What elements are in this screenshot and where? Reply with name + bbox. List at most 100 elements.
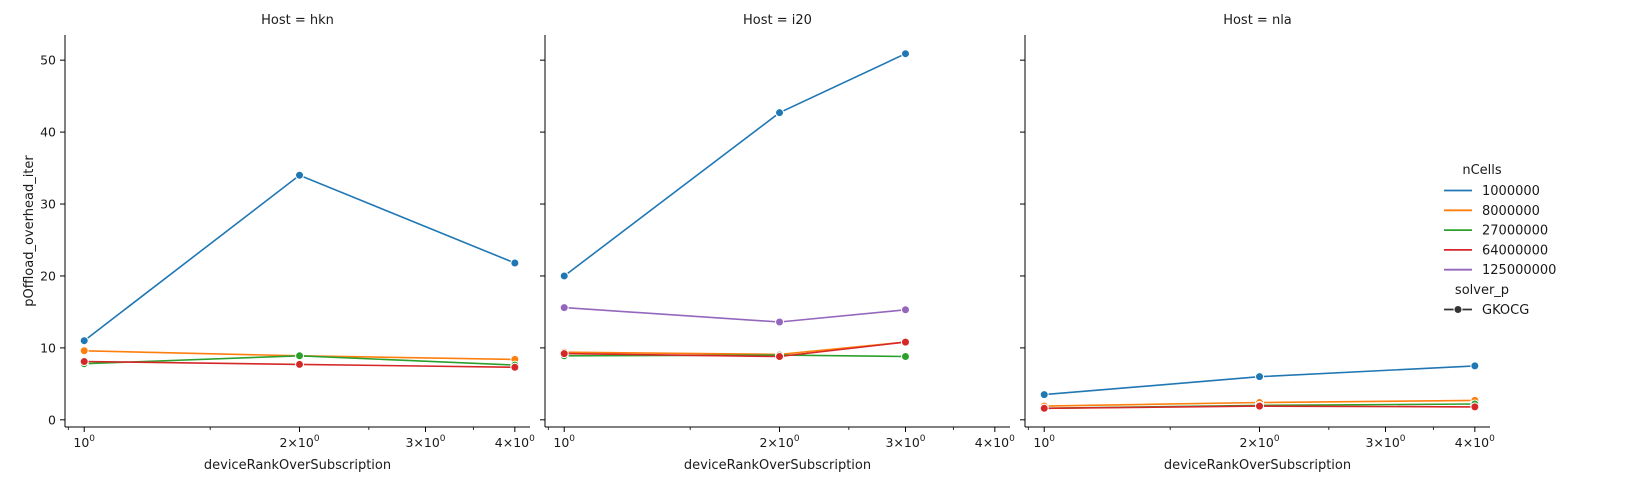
- data-point-64000000: [775, 352, 785, 362]
- x-tick-label: 4×100: [495, 434, 535, 450]
- legend-entry-125000000: 125000000: [1482, 263, 1556, 278]
- data-point-1000000: [900, 49, 910, 59]
- x-tick-label: 2×100: [759, 434, 799, 450]
- x-tick-base: 10: [513, 435, 529, 450]
- x-tick-label: 3×100: [405, 434, 445, 450]
- facet-title: Host = hkn: [261, 13, 334, 28]
- x-axis-label: deviceRankOverSubscription: [1164, 458, 1351, 473]
- data-point-1000000: [510, 258, 520, 268]
- y-tick-label: 0: [48, 412, 56, 427]
- x-tick-base: 10: [1033, 435, 1049, 450]
- facet-title: Host = nla: [1223, 13, 1292, 28]
- data-point-8000000: [79, 346, 89, 356]
- x-tick-label: 2×100: [279, 434, 319, 450]
- series-line-1000000: [563, 52, 906, 277]
- chart-legend: nCells 1000000 8000000 27000000 64000000 1250…: [1444, 163, 1556, 318]
- legend-entry-27000000: 27000000: [1482, 224, 1548, 239]
- x-tick-exponent: 0: [529, 434, 535, 444]
- data-point-64000000: [295, 359, 305, 369]
- x-tick-exponent: 0: [1049, 434, 1055, 444]
- x-tick-prefix: 3×: [1365, 435, 1383, 450]
- x-tick-exponent: 0: [440, 434, 446, 444]
- data-point-64000000: [1039, 403, 1049, 413]
- data-point-125000000: [900, 305, 910, 315]
- x-tick-base: 10: [424, 435, 440, 450]
- data-point-1000000: [79, 336, 89, 346]
- x-tick-label: 2×100: [1239, 434, 1279, 450]
- data-point-64000000: [1255, 401, 1265, 411]
- data-point-64000000: [1470, 402, 1480, 412]
- x-tick-base: 10: [553, 435, 569, 450]
- data-point-27000000: [900, 352, 910, 362]
- legend-style-title: solver_p: [1455, 283, 1509, 298]
- x-tick-prefix: 4×: [975, 435, 993, 450]
- data-point-1000000: [1039, 390, 1049, 400]
- legend-style-entry: GKOCG: [1482, 303, 1529, 318]
- x-tick-exponent: 0: [89, 434, 95, 444]
- data-point-125000000: [775, 317, 785, 327]
- data-point-27000000: [295, 351, 305, 361]
- x-tick-exponent: 0: [1400, 434, 1406, 444]
- data-point-1000000: [1255, 372, 1265, 382]
- y-tick-label: 50: [40, 53, 56, 68]
- x-tick-exponent: 0: [920, 434, 926, 444]
- x-tick-base: 10: [1473, 435, 1489, 450]
- data-point-64000000: [79, 357, 89, 367]
- data-point-64000000: [559, 349, 569, 359]
- x-tick-base: 10: [73, 435, 89, 450]
- x-tick-label: 100: [553, 434, 575, 450]
- x-tick-base: 10: [778, 435, 794, 450]
- series-line-1000000: [83, 174, 516, 342]
- x-tick-base: 10: [1258, 435, 1274, 450]
- x-tick-prefix: 2×: [279, 435, 297, 450]
- x-tick-base: 10: [904, 435, 920, 450]
- x-tick-label: 100: [73, 434, 95, 450]
- legend-entry-8000000: 8000000: [1482, 204, 1540, 219]
- legend-entry-64000000: 64000000: [1482, 243, 1548, 258]
- x-tick-base: 10: [1384, 435, 1400, 450]
- x-tick-base: 10: [298, 435, 314, 450]
- data-point-1000000: [559, 271, 569, 281]
- legend-entry-1000000: 1000000: [1482, 184, 1540, 199]
- x-tick-exponent: 0: [1489, 434, 1495, 444]
- x-tick-prefix: 3×: [885, 435, 903, 450]
- x-tick-prefix: 2×: [1239, 435, 1257, 450]
- x-tick-label: 100: [1033, 434, 1055, 450]
- y-tick-label: 30: [40, 197, 56, 212]
- series-line-125000000: [564, 306, 906, 323]
- y-tick-label: 20: [40, 268, 56, 283]
- x-tick-label: 3×100: [885, 434, 925, 450]
- x-tick-exponent: 0: [1274, 434, 1280, 444]
- x-tick-exponent: 0: [1009, 434, 1015, 444]
- x-tick-prefix: 4×: [495, 435, 513, 450]
- data-point-1000000: [1470, 361, 1480, 371]
- x-axis-label: deviceRankOverSubscription: [684, 458, 871, 473]
- x-tick-label: 4×100: [975, 434, 1015, 450]
- x-tick-exponent: 0: [314, 434, 320, 444]
- x-tick-prefix: 2×: [759, 435, 777, 450]
- x-tick-exponent: 0: [569, 434, 575, 444]
- x-tick-label: 3×100: [1365, 434, 1405, 450]
- data-point-64000000: [510, 362, 520, 372]
- x-tick-prefix: 3×: [405, 435, 423, 450]
- y-axis-label: pOffload_overhead_iter: [22, 155, 37, 307]
- x-tick-prefix: 4×: [1455, 435, 1473, 450]
- legend-hue-title: nCells: [1462, 163, 1502, 178]
- x-tick-base: 10: [993, 435, 1009, 450]
- x-axis-label: deviceRankOverSubscription: [204, 458, 391, 473]
- data-point-125000000: [559, 303, 569, 313]
- y-tick-label: 10: [40, 340, 56, 355]
- legend-style-marker: [1453, 305, 1463, 314]
- y-tick-label: 40: [40, 125, 56, 140]
- x-tick-exponent: 0: [794, 434, 800, 444]
- data-point-1000000: [295, 170, 305, 180]
- data-point-64000000: [900, 337, 910, 347]
- x-tick-label: 4×100: [1455, 434, 1495, 450]
- facet-title: Host = i20: [743, 13, 812, 28]
- data-point-1000000: [775, 108, 785, 118]
